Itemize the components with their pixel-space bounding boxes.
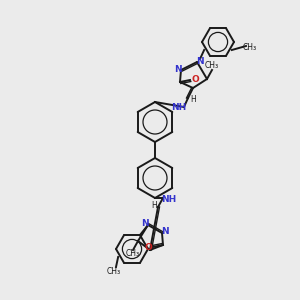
Text: NH: NH	[161, 194, 177, 203]
Text: H: H	[151, 202, 157, 211]
Text: N: N	[196, 58, 204, 67]
Text: O: O	[144, 244, 152, 253]
Text: CH₃: CH₃	[205, 61, 219, 70]
Text: NH: NH	[171, 103, 187, 112]
Text: O: O	[191, 74, 199, 83]
Text: CH₃: CH₃	[107, 266, 121, 275]
Text: N: N	[161, 227, 169, 236]
Text: N: N	[141, 220, 149, 229]
Text: CH₃: CH₃	[126, 250, 140, 259]
Text: H: H	[190, 94, 196, 103]
Text: CH₃: CH₃	[243, 43, 257, 52]
Text: N: N	[174, 64, 182, 74]
